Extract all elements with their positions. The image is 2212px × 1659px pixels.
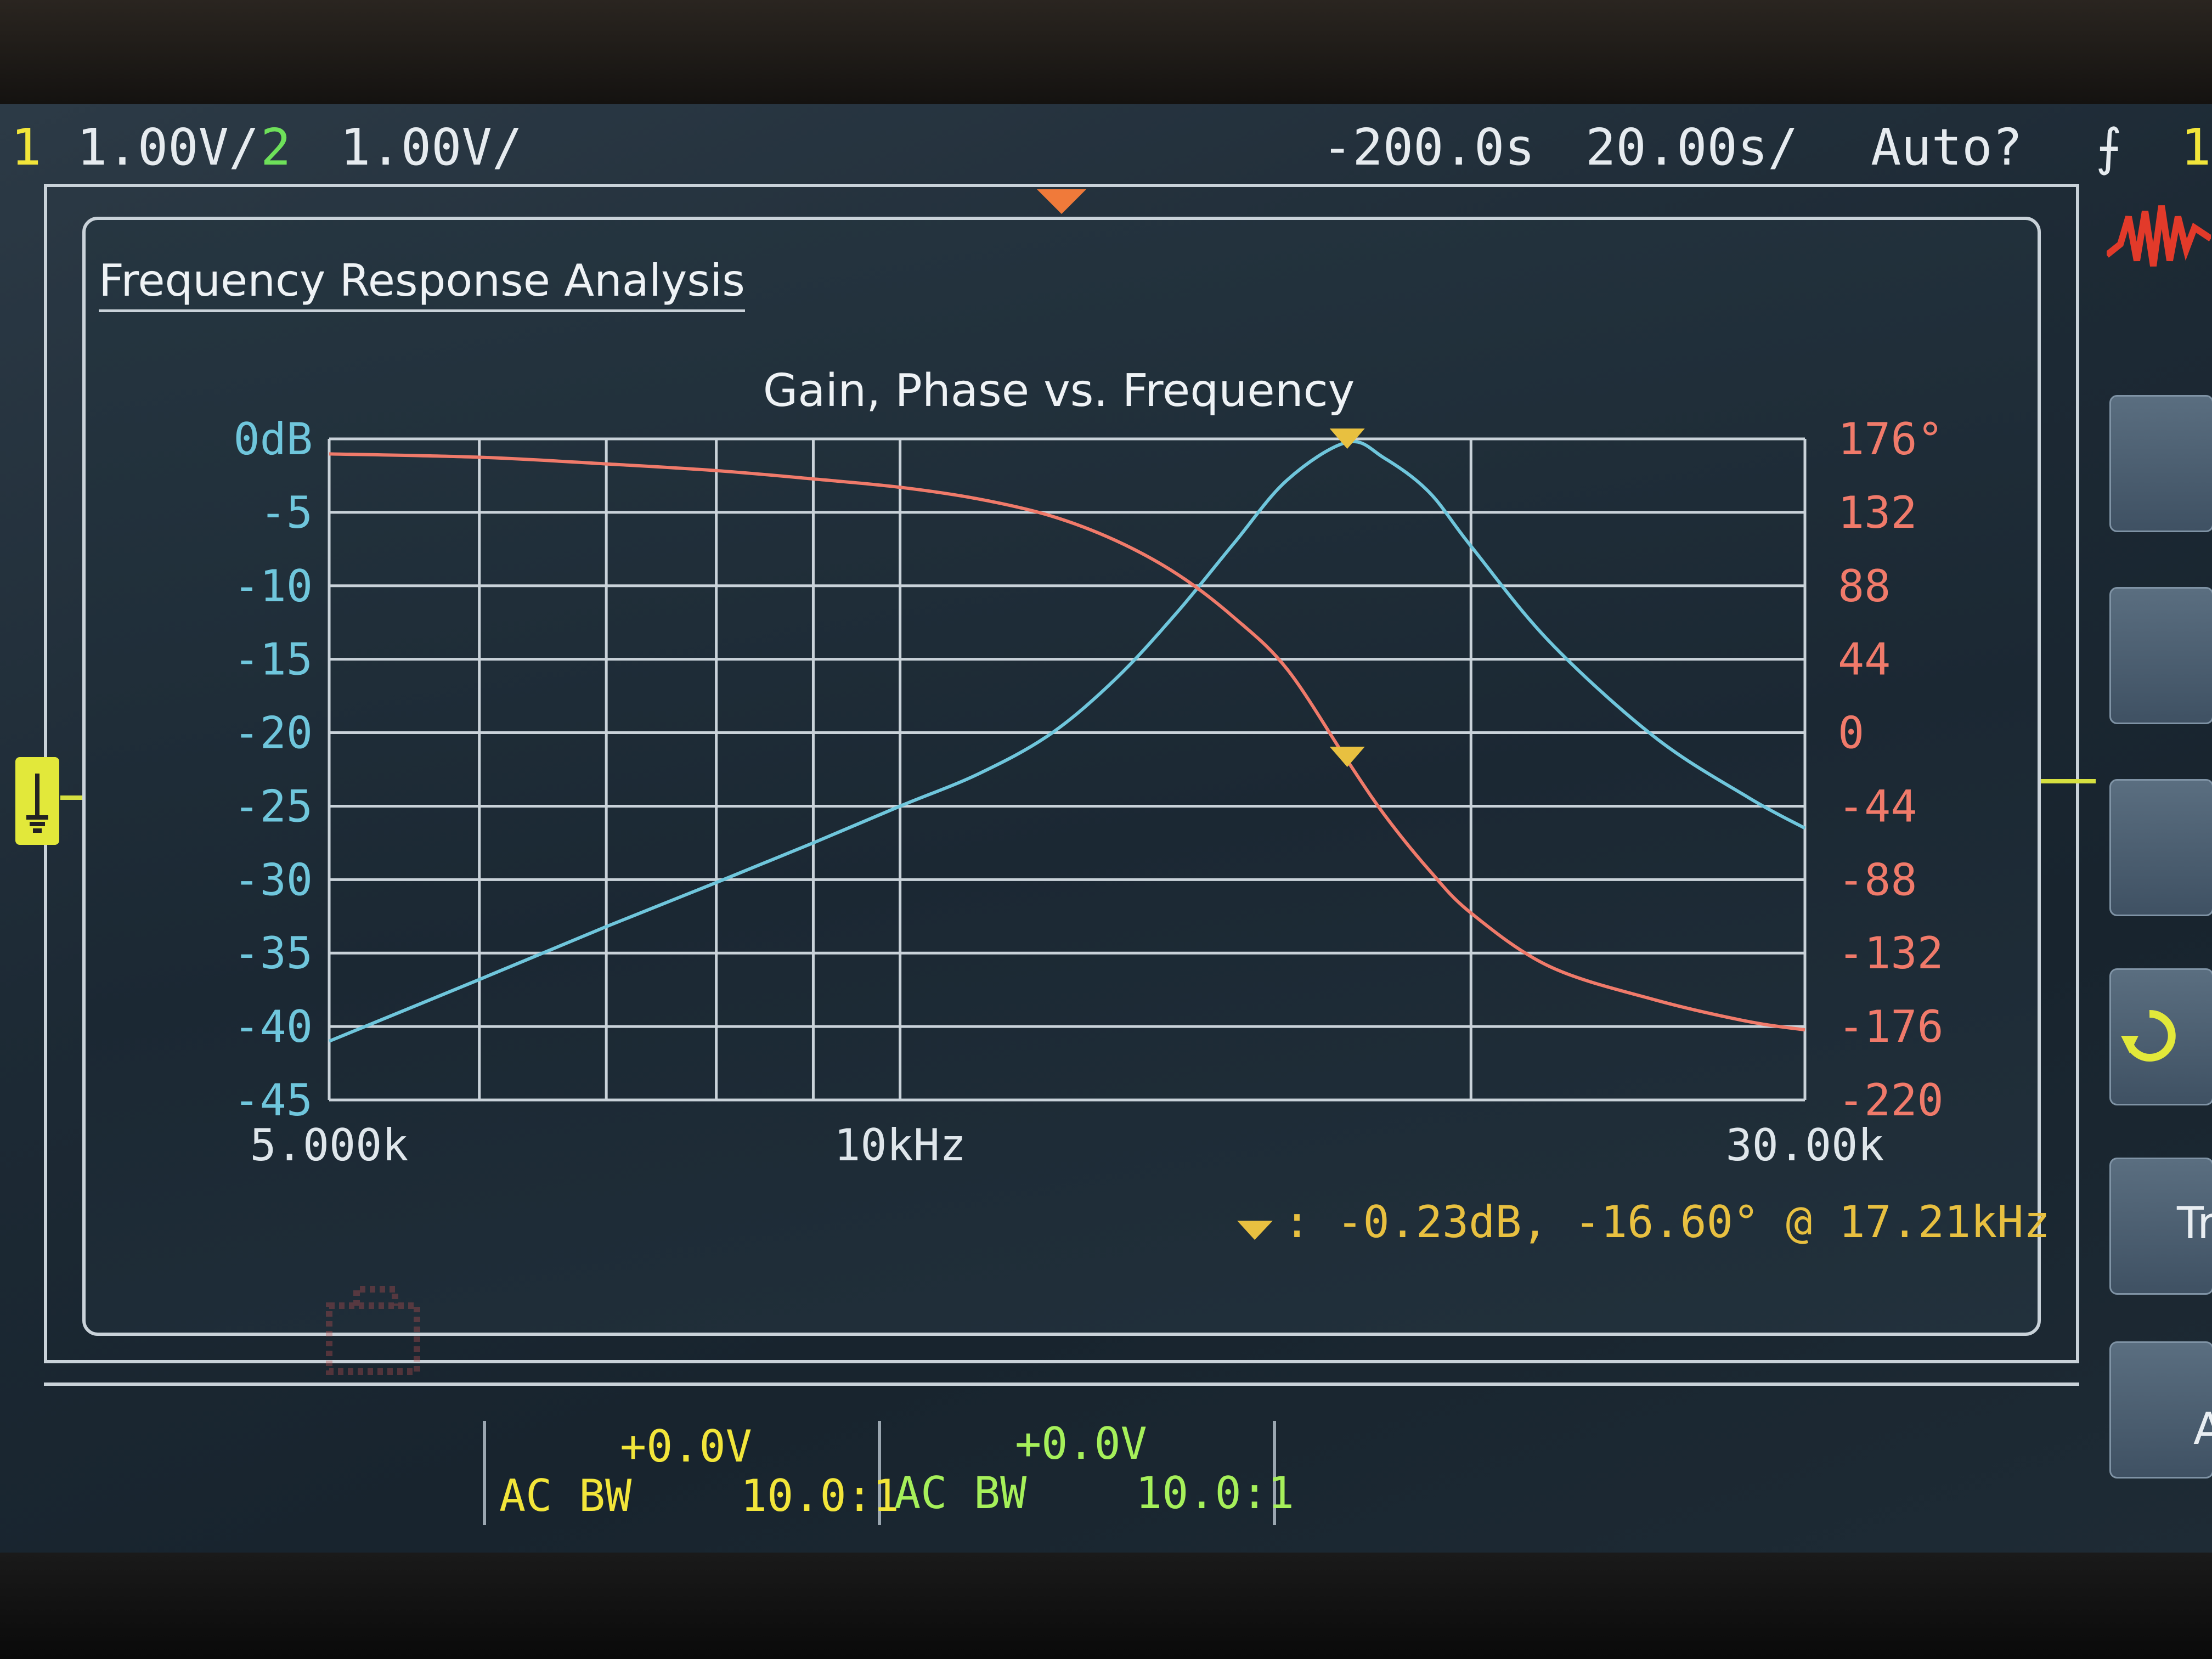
gain-tick-label: -25: [234, 781, 313, 832]
marker-readout-text: : -0.23dB, -16.60° @ 17.21kHz: [1284, 1197, 2050, 1248]
gain-tick-label: -30: [234, 854, 313, 905]
chart-series: [329, 442, 1805, 1041]
ch2-bw-limit[interactable]: BW: [974, 1468, 1026, 1519]
strip-divider: [483, 1421, 486, 1525]
ch1-coupling[interactable]: AC: [499, 1470, 552, 1521]
ch2-coupling[interactable]: AC: [894, 1468, 947, 1519]
gain-tick-label: -40: [234, 1001, 313, 1052]
marker-readout: : -0.23dB, -16.60° @ 17.21kHz: [1237, 1197, 2050, 1248]
gain-series-line: [329, 442, 1805, 1041]
frequency-tick-label: 5.000k: [250, 1120, 409, 1171]
ch2-probe[interactable]: 10.0:1: [1136, 1468, 1294, 1519]
phase-tick-label: 0: [1838, 708, 1864, 759]
gain-tick-label: -35: [234, 928, 313, 979]
phase-tick-label: 44: [1838, 634, 1891, 685]
gain-tick-label: -10: [234, 561, 313, 612]
frequency-tick-label: 30.00k: [1726, 1120, 1884, 1171]
phase-tick-label: -44: [1838, 781, 1917, 832]
chart-title: Gain, Phase vs. Frequency: [763, 365, 1355, 417]
waveform-icon[interactable]: [2107, 195, 2211, 283]
phase-tick-label: 176°: [1838, 414, 1944, 465]
gain-tick-label: -20: [234, 708, 313, 759]
phase-tick-label: -176: [1838, 1001, 1944, 1052]
softkey-6[interactable]: A: [2109, 1341, 2212, 1479]
phase-marker-icon: [1330, 747, 1365, 767]
softkey-1[interactable]: [2109, 395, 2212, 532]
chart-markers: [1330, 428, 1365, 767]
frequency-tick-label: 10kHz: [834, 1120, 966, 1171]
readout-marker-icon: [1237, 1221, 1273, 1240]
phase-tick-label: 88: [1838, 561, 1891, 612]
softkey-5-label: Tr: [2177, 1198, 2212, 1249]
gain-tick-label: -15: [234, 634, 313, 685]
softkey-4[interactable]: [2109, 968, 2212, 1105]
phase-tick-label: 132: [1838, 487, 1917, 538]
screen-lock-icon: [324, 1278, 428, 1377]
softkey-3[interactable]: [2109, 779, 2212, 916]
chart-grid: [329, 439, 1805, 1100]
gain-tick-label: -45: [234, 1075, 313, 1126]
softkey-6-label: A: [2193, 1403, 2212, 1454]
phase-tick-label: -88: [1838, 854, 1917, 905]
frequency-axis: 5.000k 10kHz 30.00k: [250, 1120, 1884, 1171]
gain-tick-label: 0dB: [234, 414, 313, 465]
phase-tick-label: -132: [1838, 928, 1944, 979]
gain-axis: 0dB -5 -10 -15 -20 -25 -30 -35 -40 -45: [234, 414, 313, 1126]
phase-tick-label: -220: [1838, 1075, 1944, 1126]
ch1-offset[interactable]: +0.0V: [620, 1421, 752, 1472]
phase-series-line: [329, 454, 1805, 1030]
refresh-icon: [2117, 1003, 2182, 1069]
softkey-2[interactable]: [2109, 587, 2212, 724]
softkey-panel: Tr A: [2096, 184, 2212, 1500]
phase-axis: 176° 132 88 44 0 -44 -88 -132 -176 -220: [1838, 414, 1944, 1126]
ch2-offset[interactable]: +0.0V: [1015, 1418, 1147, 1469]
softkey-5[interactable]: Tr: [2109, 1158, 2212, 1295]
ch1-probe[interactable]: 10.0:1: [741, 1470, 899, 1521]
ch1-bw-limit[interactable]: BW: [579, 1470, 631, 1521]
gain-tick-label: -5: [260, 487, 313, 538]
